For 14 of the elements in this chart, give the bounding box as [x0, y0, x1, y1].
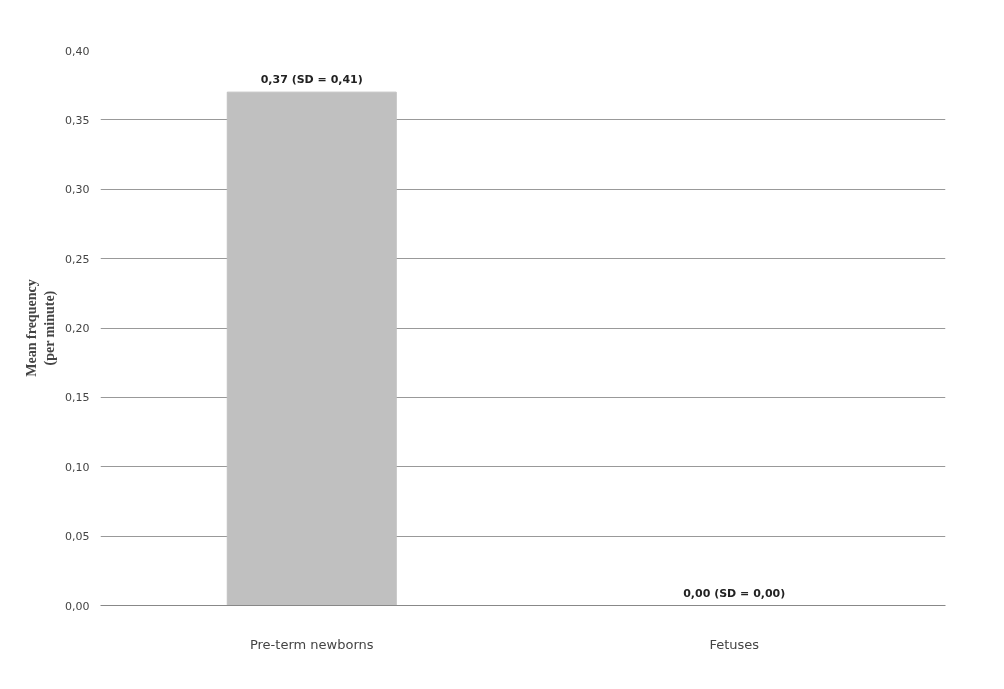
y-tick-label: 0,05 — [65, 530, 90, 544]
x-tick-label: Pre-term newborns — [249, 636, 374, 652]
x-tick-label: Fetuses — [709, 636, 760, 652]
data-label: 0,37 (SD = 0,41) — [260, 73, 363, 87]
y-axis-title: Mean frequency (per minute) — [24, 279, 59, 377]
y-tick-label: 0,10 — [65, 460, 90, 474]
y-tick-label: 0,25 — [65, 252, 90, 266]
y-tick-label: 0,30 — [65, 183, 90, 197]
y-tick-label: 0,35 — [65, 113, 90, 127]
y-tick-label: 0,00 — [65, 599, 90, 613]
y-tick-label: 0,20 — [65, 322, 90, 335]
y-tick-label: 0,15 — [65, 391, 90, 405]
y-tick-label: 0,40 — [65, 44, 90, 58]
data-label: 0,00 (SD = 0,00) — [683, 586, 786, 600]
